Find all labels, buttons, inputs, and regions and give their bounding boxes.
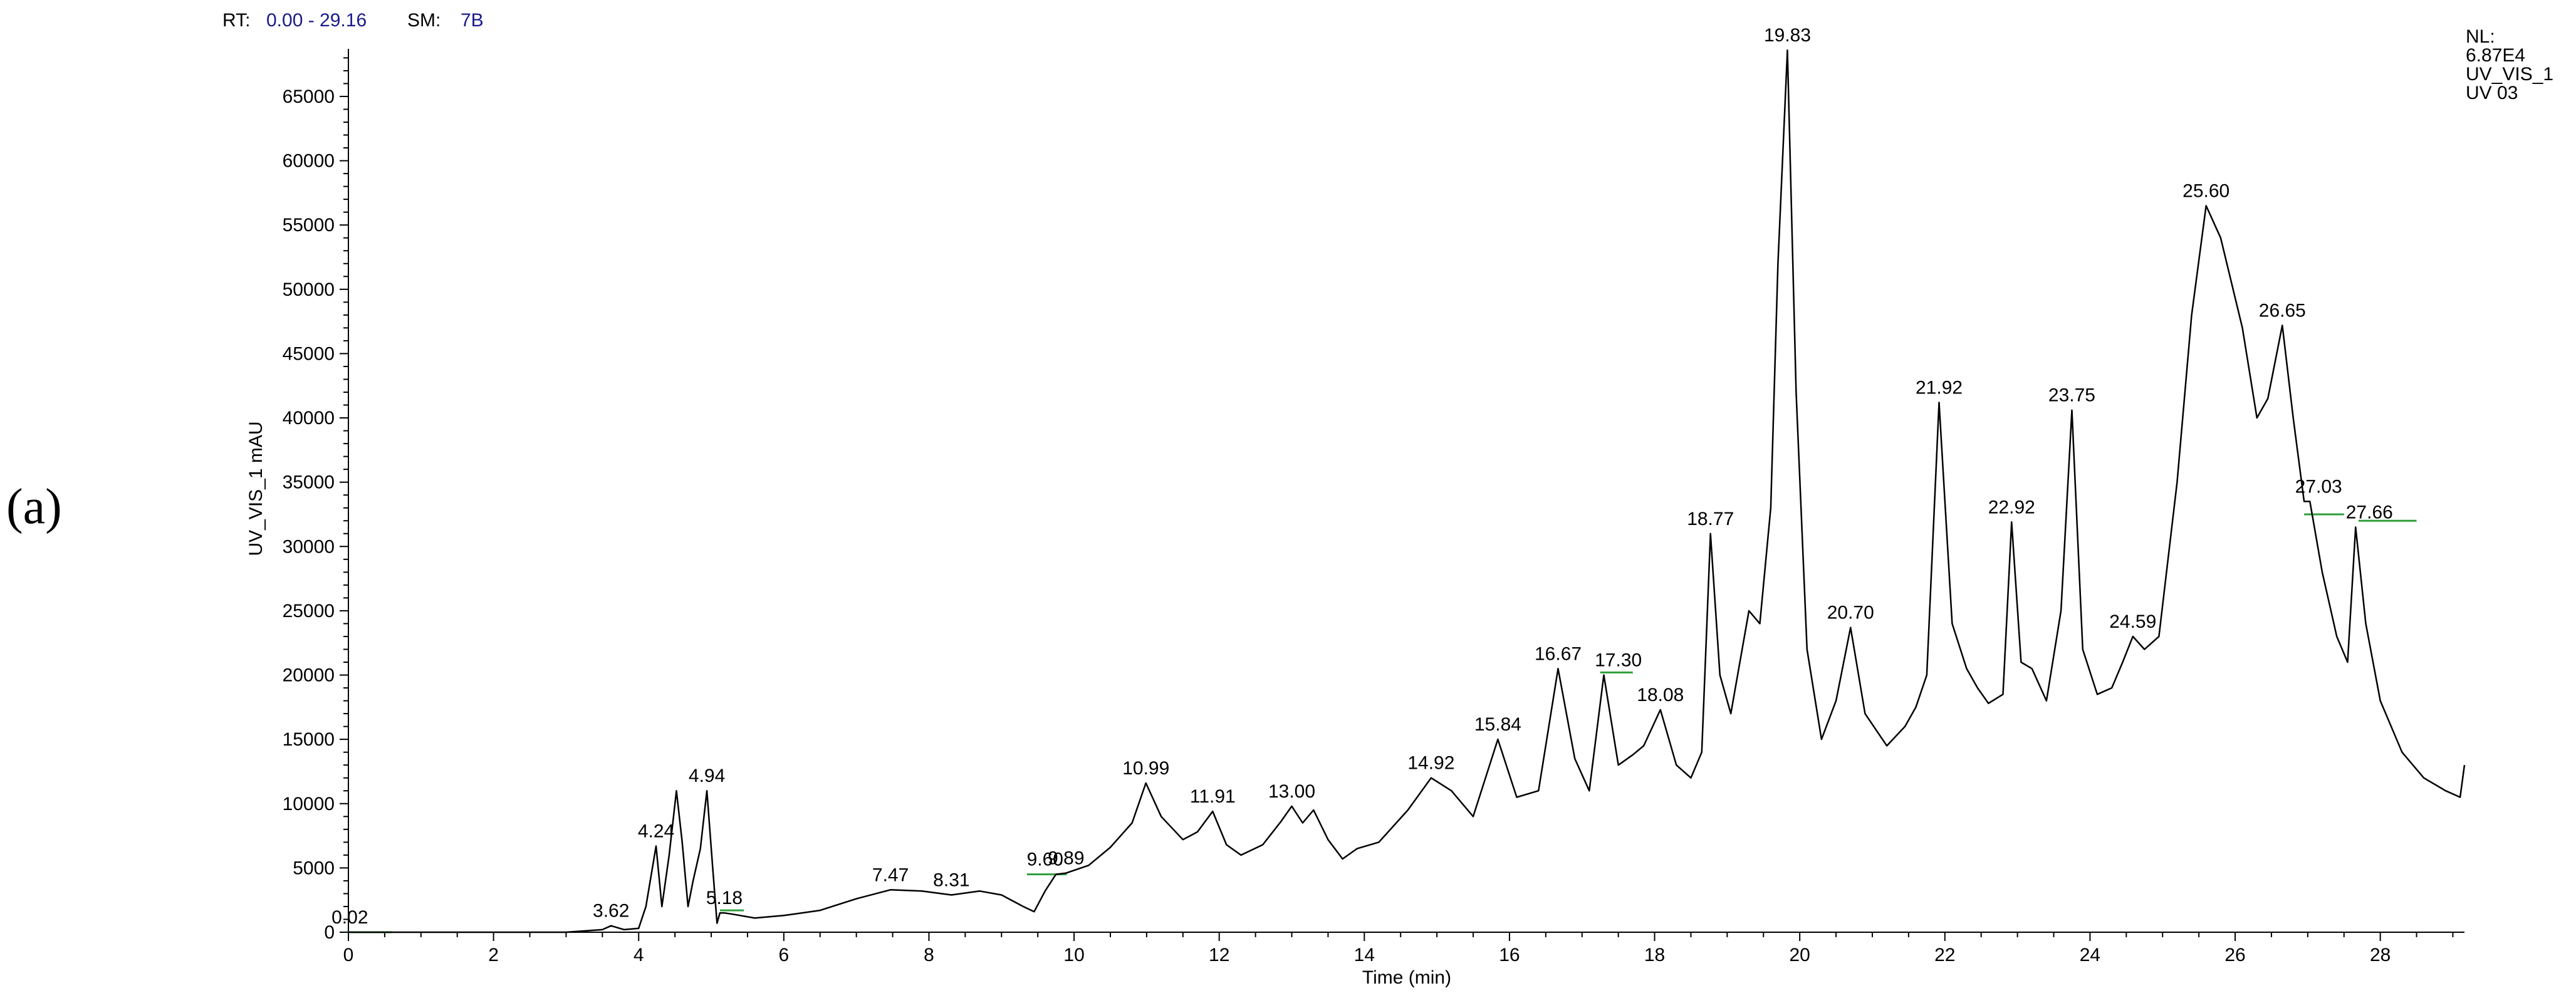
peak-label: 21.92 (1916, 377, 1963, 398)
peak-label: 9.60 (1027, 850, 1063, 870)
peak-label: 13.00 (1268, 781, 1315, 802)
peak-label: 11.91 (1190, 786, 1236, 807)
info-line: NL: (2466, 26, 2495, 47)
peak-label: 3.62 (593, 901, 629, 922)
y-tick-label: 0 (324, 922, 335, 943)
peak-label: 25.60 (2182, 180, 2229, 201)
peak-label: 22.92 (1988, 497, 2035, 517)
x-tick-label: 10 (1063, 945, 1084, 965)
peak-label: 23.75 (2048, 385, 2095, 406)
y-tick-label: 35000 (283, 472, 335, 493)
y-tick-label: 10000 (283, 794, 335, 814)
series-line (348, 49, 2466, 933)
peak-label: 19.83 (1764, 25, 1811, 46)
sm-label: SM: (407, 10, 441, 31)
peak-label: 20.70 (1827, 603, 1874, 623)
peak-label: 5.18 (706, 888, 743, 908)
x-tick-label: 20 (1789, 945, 1810, 965)
peak-label: 16.67 (1535, 643, 1582, 664)
peak-label: 9.89 (1048, 848, 1084, 869)
x-tick-label: 14 (1354, 945, 1375, 965)
peak-label: 7.47 (872, 865, 909, 885)
x-tick-label: 0 (343, 945, 354, 965)
x-tick-label: 4 (634, 945, 644, 965)
peak-label: 26.65 (2259, 300, 2306, 321)
y-tick-label: 55000 (283, 215, 335, 236)
peak-label: 10.99 (1122, 758, 1169, 779)
y-tick-label: 40000 (283, 408, 335, 429)
peak-label: 24.59 (2109, 611, 2156, 632)
peak-label: 4.24 (638, 821, 674, 841)
x-tick-label: 2 (488, 945, 499, 965)
peak-label: 15.84 (1474, 714, 1521, 735)
header: RT: 0.00 - 29.16 SM: 7B (222, 10, 484, 31)
peak-label: 8.31 (933, 870, 969, 890)
y-tick-label: 25000 (283, 601, 335, 621)
x-tick-label: 24 (2080, 945, 2100, 965)
info-line: UV 03 (2466, 83, 2518, 103)
x-tick-label: 28 (2370, 945, 2391, 965)
panel-label: (a) (6, 479, 62, 534)
y-tick-label: 30000 (283, 536, 335, 557)
x-tick-label: 26 (2224, 945, 2245, 965)
info-block: NL: 6.87E4 UV_VIS_1 UV 03 (2466, 26, 2553, 103)
y-tick-label: 65000 (283, 86, 335, 107)
peak-label: 14.92 (1407, 753, 1454, 774)
y-tick-label: 20000 (283, 665, 335, 686)
x-tick-label: 16 (1499, 945, 1520, 965)
x-tick-label: 6 (779, 945, 790, 965)
rt-label: RT: (222, 10, 250, 31)
axes: 0 2 4 6 8 10 12 14 16 18 20 22 24 26 28050001000015000… (283, 49, 2464, 965)
trace-layer (348, 49, 2466, 933)
info-line: 6.87E4 (2466, 45, 2525, 66)
rt-value: 0.00 - 29.16 (266, 10, 367, 31)
peak-label: 27.66 (2346, 502, 2393, 522)
peak-label: 18.08 (1637, 685, 1684, 705)
x-tick-label: 22 (1934, 945, 1955, 965)
peak-labels: 0.02 3.62 4.24 4.94 5.18 7.47 8.31 9.609.89 10.9… (331, 25, 2393, 928)
peak-label: 0.02 (331, 907, 368, 928)
y-tick-label: 45000 (283, 343, 335, 364)
sm-value: 7B (461, 10, 484, 31)
y-tick-label: 15000 (283, 729, 335, 750)
info-line: UV_VIS_1 (2466, 64, 2553, 85)
y-axis-title: UV_VIS_1 mAU (246, 421, 266, 556)
x-axis-title: Time (min) (1362, 967, 1451, 988)
x-tick-label: 12 (1209, 945, 1229, 965)
peak-label: 4.94 (689, 766, 725, 786)
y-tick-label: 60000 (283, 151, 335, 172)
peak-label: 18.77 (1687, 509, 1734, 529)
y-tick-label: 50000 (283, 279, 335, 300)
peak-label: 17.30 (1595, 650, 1642, 671)
peak-label: 27.03 (2295, 476, 2342, 497)
x-tick-label: 8 (924, 945, 934, 965)
x-tick-label: 18 (1644, 945, 1665, 965)
y-tick-label: 5000 (293, 858, 335, 878)
